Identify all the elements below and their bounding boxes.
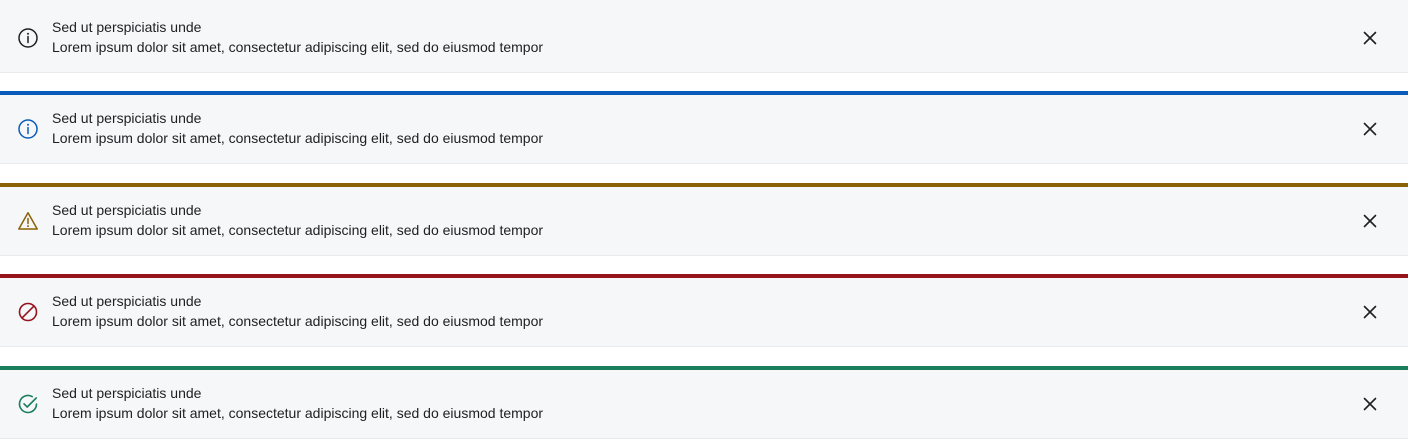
banner-message: Lorem ipsum dolor sit amet, consectetur … <box>52 130 544 146</box>
banner-title: Sed ut perspiciatis unde <box>52 110 202 126</box>
banner-title: Sed ut perspiciatis unde <box>52 202 202 218</box>
banner-warning: Sed ut perspiciatis unde Lorem ipsum dol… <box>0 183 1408 256</box>
info-icon <box>17 118 39 140</box>
close-icon <box>1363 122 1377 136</box>
banner-message: Lorem ipsum dolor sit amet, consectetur … <box>52 39 544 55</box>
banner-error: Sed ut perspiciatis unde Lorem ipsum dol… <box>0 274 1408 347</box>
close-button[interactable] <box>1359 118 1381 140</box>
warning-icon <box>17 210 39 232</box>
prohibited-icon <box>17 301 39 323</box>
banner-message: Lorem ipsum dolor sit amet, consectetur … <box>52 405 544 421</box>
close-button[interactable] <box>1359 393 1381 415</box>
banner-message: Lorem ipsum dolor sit amet, consectetur … <box>52 222 544 238</box>
close-button[interactable] <box>1359 27 1381 49</box>
banner-message: Lorem ipsum dolor sit amet, consectetur … <box>52 313 544 329</box>
close-icon <box>1363 397 1377 411</box>
banner-title: Sed ut perspiciatis unde <box>52 385 202 401</box>
check-circle-icon <box>17 393 39 415</box>
close-icon <box>1363 305 1377 319</box>
banner-title: Sed ut perspiciatis unde <box>52 293 202 309</box>
banner-neutral: Sed ut perspiciatis unde Lorem ipsum dol… <box>0 0 1408 73</box>
close-button[interactable] <box>1359 301 1381 323</box>
banner-title: Sed ut perspiciatis unde <box>52 19 202 35</box>
banner-success: Sed ut perspiciatis unde Lorem ipsum dol… <box>0 366 1408 439</box>
banner-info: Sed ut perspiciatis unde Lorem ipsum dol… <box>0 91 1408 164</box>
info-icon <box>17 27 39 49</box>
close-icon <box>1363 31 1377 45</box>
close-icon <box>1363 214 1377 228</box>
close-button[interactable] <box>1359 210 1381 232</box>
